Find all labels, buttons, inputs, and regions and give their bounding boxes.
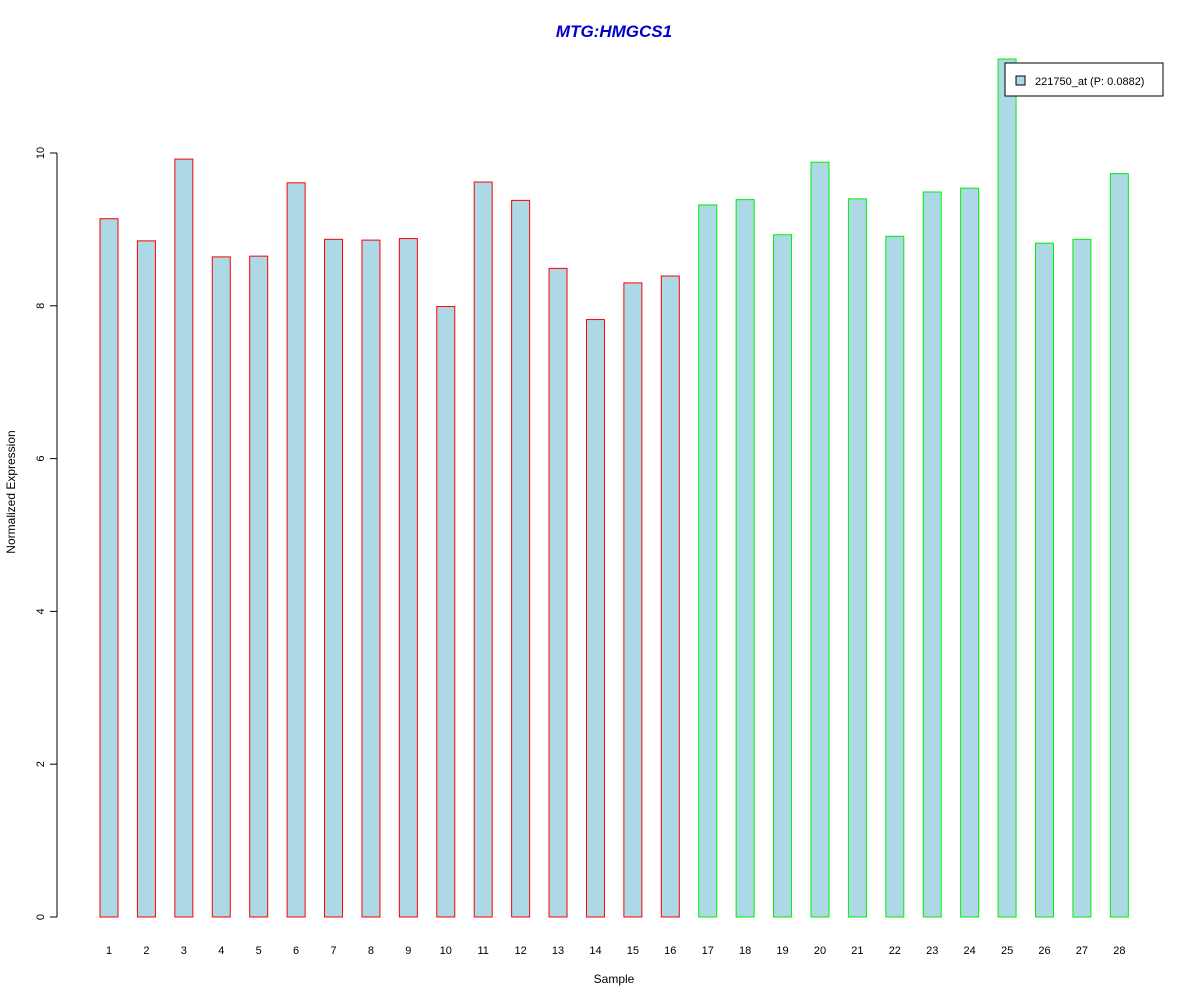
x-tick-label: 16: [664, 945, 676, 957]
y-tick-label: 8: [35, 303, 47, 309]
bar: [1072, 238, 1092, 918]
bar: [361, 239, 381, 918]
x-tick-label: 19: [776, 945, 788, 957]
x-tick-label: 6: [293, 945, 299, 957]
legend-swatch: [1015, 75, 1026, 86]
x-tick-label: 17: [702, 945, 714, 957]
bars-group: [99, 58, 1129, 918]
bar: [1109, 173, 1129, 918]
bar: [847, 198, 867, 918]
x-tick-label: 15: [627, 945, 639, 957]
x-tick-label: 11: [477, 945, 488, 957]
legend-label: 221750_at (P: 0.0882): [1035, 76, 1144, 88]
y-tick-label: 0: [35, 914, 47, 920]
x-axis-label: Sample: [594, 972, 635, 986]
x-tick-label: 2: [143, 945, 149, 957]
y-tick-label: 4: [35, 608, 47, 614]
chart-title: MTG:HMGCS1: [556, 22, 672, 41]
y-axis: 0 2 4 6 8 10: [35, 147, 58, 920]
bar: [136, 240, 156, 918]
bar: [735, 199, 755, 918]
x-tick-label: 21: [851, 945, 863, 957]
bar: [249, 255, 269, 918]
bar: [698, 204, 718, 918]
x-tick-label: 3: [181, 945, 187, 957]
bar: [511, 199, 531, 918]
x-tick-label: 18: [739, 945, 751, 957]
bar: [773, 234, 793, 918]
x-tick-labels: 1 2 3 4 5 6 7 8 9 10 11 12 13 14 15 16 17 18 19 20 21 22 23 24 2…: [106, 945, 1126, 957]
x-tick-label: 28: [1113, 945, 1125, 957]
bar: [960, 187, 980, 918]
x-tick-label: 5: [256, 945, 262, 957]
x-tick-label: 14: [589, 945, 601, 957]
bar: [922, 191, 942, 918]
bar: [398, 238, 418, 918]
x-tick-label: 4: [218, 945, 224, 957]
x-tick-label: 7: [330, 945, 336, 957]
x-tick-label: 9: [405, 945, 411, 957]
x-tick-label: 27: [1076, 945, 1088, 957]
bar: [885, 235, 905, 918]
y-axis-label: Normalized Expression: [4, 430, 18, 553]
bar: [660, 275, 680, 918]
bar: [473, 181, 493, 918]
x-tick-label: 8: [368, 945, 374, 957]
x-tick-label: 24: [964, 945, 976, 957]
x-tick-label: 13: [552, 945, 564, 957]
bar: [548, 267, 568, 918]
y-tick-label: 2: [35, 761, 47, 767]
bar: [585, 319, 605, 918]
bar: [436, 306, 456, 918]
bar: [211, 256, 231, 918]
x-tick-label: 22: [889, 945, 901, 957]
bar: [810, 161, 830, 918]
x-tick-label: 20: [814, 945, 826, 957]
bar: [324, 238, 344, 918]
bar: [997, 58, 1017, 918]
bar: [99, 218, 119, 918]
legend-box: [1004, 62, 1164, 97]
y-tick-label: 10: [35, 147, 47, 159]
x-tick-label: 1: [106, 945, 112, 957]
x-tick-label: 26: [1038, 945, 1050, 957]
bar: [623, 282, 643, 918]
x-tick-label: 10: [440, 945, 452, 957]
bar: [286, 182, 306, 918]
bar: [174, 158, 194, 918]
y-tick-label: 6: [35, 456, 47, 462]
x-tick-label: 25: [1001, 945, 1013, 957]
x-tick-label: 23: [926, 945, 938, 957]
bar: [1035, 242, 1054, 918]
legend: 221750_at (P: 0.0882): [1004, 62, 1164, 97]
x-tick-label: 12: [514, 945, 526, 957]
